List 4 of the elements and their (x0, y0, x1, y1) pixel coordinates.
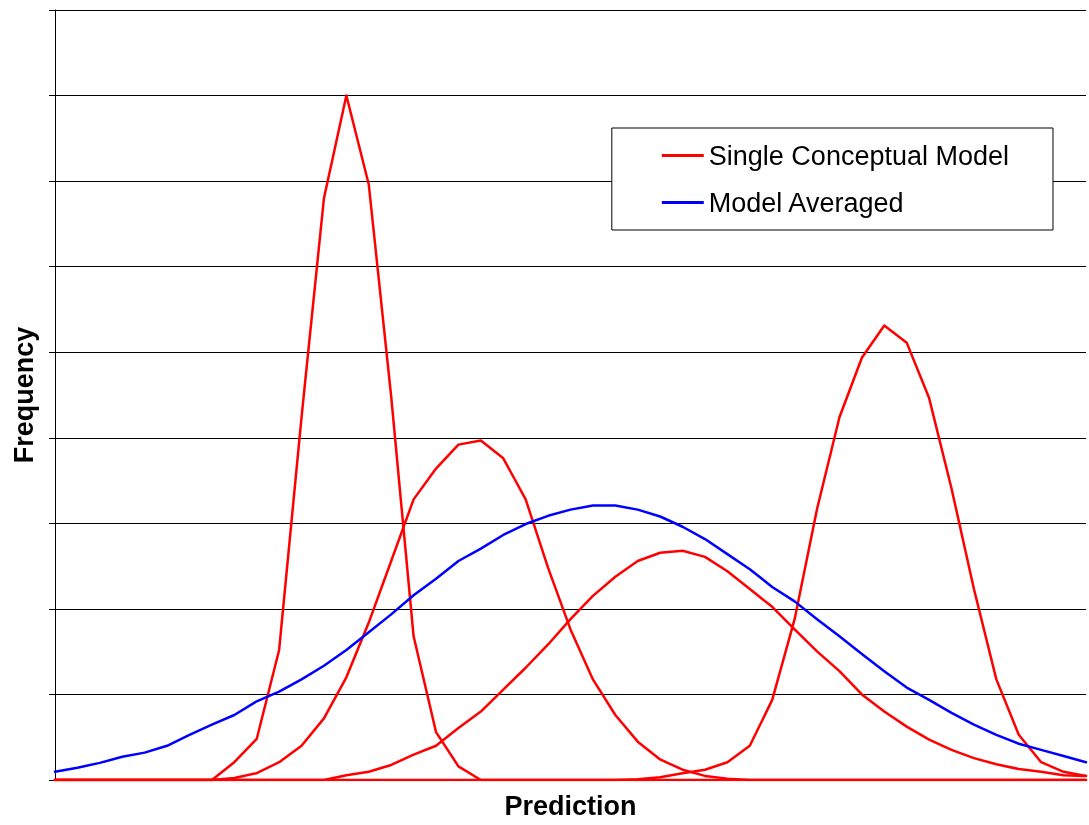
legend-label: Model Averaged (708, 187, 904, 218)
legend-label: Single Conceptual Model (708, 140, 1010, 171)
x-axis-title: Prediction (504, 791, 637, 822)
y-axis-title: Frequency (8, 326, 39, 464)
